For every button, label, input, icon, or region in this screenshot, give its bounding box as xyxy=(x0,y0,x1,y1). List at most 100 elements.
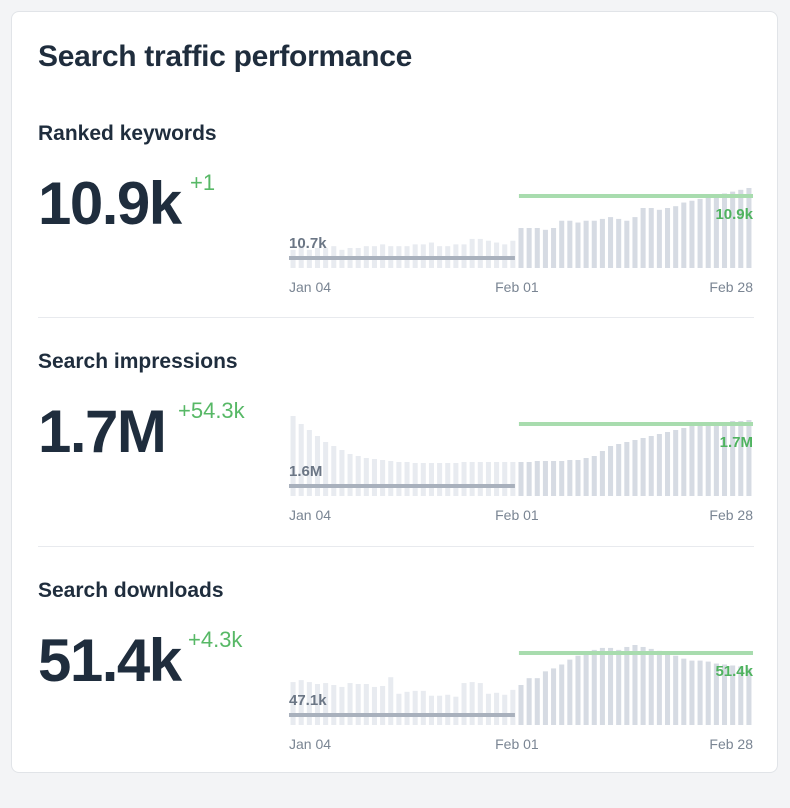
bar xyxy=(559,461,565,496)
bar xyxy=(502,694,508,725)
section-label: Search downloads xyxy=(38,579,224,602)
bar xyxy=(648,208,654,268)
bar xyxy=(591,456,597,496)
bar xyxy=(656,209,662,268)
bar xyxy=(534,228,540,268)
metric-change: +54.3k xyxy=(178,398,245,423)
bar xyxy=(616,218,622,268)
bar xyxy=(640,438,646,496)
bar xyxy=(461,683,467,725)
bar xyxy=(738,666,744,725)
x-tick-label: Feb 01 xyxy=(495,279,539,295)
bar xyxy=(599,451,605,496)
search-impressions-sparkline: 1.6M 1.7M Jan 04 Feb 01 Feb 28 xyxy=(289,416,753,523)
bar xyxy=(420,463,426,496)
bar xyxy=(526,678,532,725)
bar xyxy=(632,645,638,725)
bar xyxy=(697,424,703,496)
bar xyxy=(298,680,304,725)
bar xyxy=(713,195,719,268)
bar xyxy=(412,463,418,496)
bar xyxy=(485,693,491,725)
bar xyxy=(477,683,483,725)
bar xyxy=(494,242,500,268)
metric-change: +4.3k xyxy=(188,627,243,652)
bar xyxy=(518,462,524,496)
bar xyxy=(510,462,516,496)
bar xyxy=(355,684,361,725)
bar xyxy=(371,686,377,725)
bar xyxy=(469,462,475,496)
bar xyxy=(632,440,638,496)
bar xyxy=(380,685,386,725)
bar xyxy=(673,655,679,725)
bar xyxy=(331,446,337,496)
bar xyxy=(746,668,752,725)
ranked-keywords-section: Ranked keywords 10.9k +1 10.7k 10.9k Jan 0… xyxy=(38,122,754,351)
bar xyxy=(599,647,605,725)
bar xyxy=(339,686,345,725)
search-downloads-section: Search downloads 51.4k +4.3k 47.1k 51.4k J… xyxy=(38,579,754,808)
bar xyxy=(347,454,353,496)
bar xyxy=(567,220,573,268)
section-divider xyxy=(38,546,754,547)
bar xyxy=(721,193,728,268)
bar xyxy=(713,663,719,725)
bar xyxy=(371,459,377,496)
search-traffic-card: Search traffic performance Ranked keywor… xyxy=(11,11,778,773)
bar xyxy=(314,684,321,725)
bar xyxy=(721,664,728,725)
bar xyxy=(689,426,695,496)
bar xyxy=(428,695,434,725)
bar xyxy=(599,218,605,268)
recent-label: 1.7M xyxy=(720,434,753,451)
bar xyxy=(542,229,548,268)
bar xyxy=(534,461,540,496)
card-title: Search traffic performance xyxy=(38,40,413,73)
bar xyxy=(396,693,402,725)
bar xyxy=(673,206,679,268)
bar xyxy=(510,689,516,725)
bar xyxy=(363,458,369,496)
bar xyxy=(420,690,426,725)
x-tick-label: Jan 04 xyxy=(289,507,331,523)
bar xyxy=(648,436,654,496)
bar xyxy=(461,462,467,496)
bar xyxy=(355,456,361,496)
bar xyxy=(518,685,524,725)
bar xyxy=(608,446,614,496)
bar xyxy=(469,682,475,725)
bar xyxy=(705,197,711,268)
bar xyxy=(616,649,622,725)
bar xyxy=(738,421,744,496)
bar xyxy=(697,198,703,268)
section-label: Search impressions xyxy=(38,350,238,373)
bar xyxy=(323,683,329,725)
bar xyxy=(746,188,752,268)
bar xyxy=(428,463,434,496)
bar xyxy=(689,200,695,268)
bar xyxy=(477,462,483,496)
bar xyxy=(648,648,654,725)
bar xyxy=(608,217,614,268)
bar xyxy=(730,191,736,268)
bar xyxy=(453,696,459,725)
bar xyxy=(445,463,451,496)
x-tick-label: Jan 04 xyxy=(289,736,331,752)
bar xyxy=(290,416,296,496)
bar xyxy=(673,430,679,496)
metric-total: 10.9k xyxy=(38,170,182,237)
bar xyxy=(665,208,671,268)
bar xyxy=(551,461,557,496)
recent-label: 10.9k xyxy=(715,206,753,223)
bar xyxy=(363,684,369,725)
metric-change: +1 xyxy=(190,170,216,195)
x-tick-label: Feb 28 xyxy=(709,736,753,752)
bar xyxy=(469,238,475,268)
bar xyxy=(665,432,671,496)
bar xyxy=(738,189,744,268)
bar xyxy=(591,649,597,725)
bar xyxy=(640,208,646,268)
bar xyxy=(559,220,565,268)
bar xyxy=(624,442,630,496)
